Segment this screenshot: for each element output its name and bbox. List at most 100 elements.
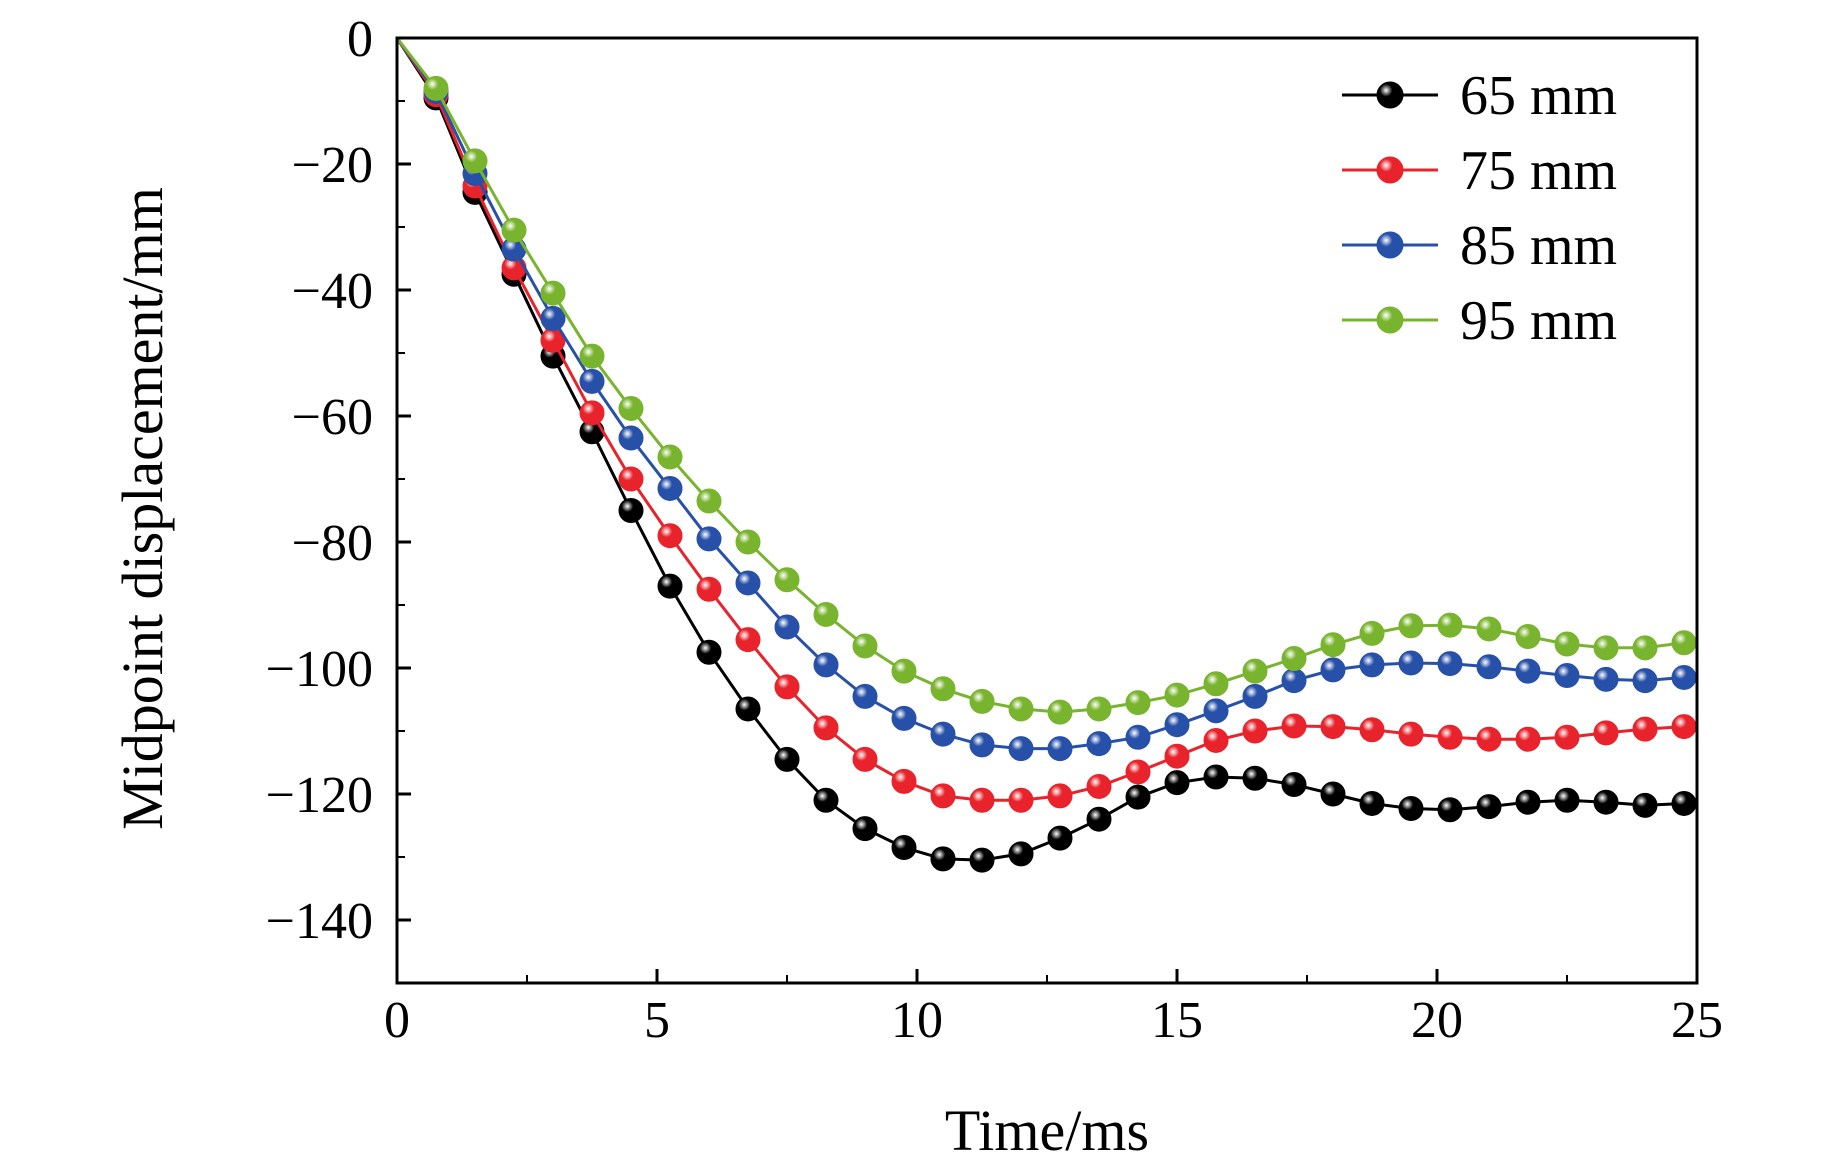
data-point: [1359, 717, 1385, 743]
data-point: [774, 567, 800, 593]
data-point: [852, 816, 878, 842]
series-95-mm: [395, 37, 1697, 725]
data-point: [1125, 759, 1151, 785]
x-tick-label: 15: [1151, 992, 1203, 1049]
y-tick-label: −140: [266, 893, 373, 950]
data-point: [1047, 699, 1073, 725]
data-point: [696, 639, 722, 665]
data-point: [1008, 696, 1034, 722]
data-point: [891, 705, 917, 731]
y-tick-label: −120: [266, 767, 373, 824]
data-point: [1047, 736, 1073, 762]
data-point: [1008, 736, 1034, 762]
y-tick-label: −80: [292, 515, 373, 572]
data-point: [891, 768, 917, 794]
series-75-mm: [395, 37, 1697, 813]
data-point: [969, 847, 995, 873]
data-point: [579, 368, 605, 394]
legend-marker: [1376, 306, 1404, 334]
y-tick-label: −100: [266, 641, 373, 698]
data-point: [1632, 716, 1658, 742]
data-point: [1398, 650, 1424, 676]
data-point: [1398, 721, 1424, 747]
data-point: [618, 425, 644, 451]
data-point: [1047, 783, 1073, 809]
x-tick-label: 10: [891, 992, 943, 1049]
data-point: [1476, 654, 1502, 680]
data-point: [969, 732, 995, 758]
y-axis-title: Midpoint displacement/mm: [110, 187, 175, 830]
data-point: [1632, 668, 1658, 694]
data-point: [1515, 789, 1541, 815]
legend: 65 mm 75 mm 85 mm 95 mm: [1342, 65, 1617, 352]
x-tick-label: 20: [1411, 992, 1463, 1049]
data-point: [1476, 726, 1502, 752]
legend-marker: [1376, 231, 1404, 259]
x-tick-label: 25: [1671, 992, 1723, 1049]
data-point: [1437, 724, 1463, 750]
data-point: [1515, 658, 1541, 684]
data-point: [1359, 620, 1385, 646]
data-point: [696, 526, 722, 552]
data-point: [1086, 773, 1112, 799]
data-point: [1476, 616, 1502, 642]
data-point: [1593, 720, 1619, 746]
data-point: [1008, 787, 1034, 813]
legend-label: 75 mm: [1460, 140, 1617, 202]
y-axis: 0 −20 −40 −60 −80 −100 −120 −140: [266, 11, 411, 950]
legend-marker: [1376, 81, 1404, 109]
data-point: [1593, 666, 1619, 692]
data-point: [1359, 790, 1385, 816]
data-point: [1242, 718, 1268, 744]
data-point: [1671, 790, 1697, 816]
series-line: [395, 37, 1685, 862]
legend-label: 85 mm: [1460, 215, 1617, 277]
data-point: [657, 523, 683, 549]
data-point: [1242, 658, 1268, 684]
data-point: [1320, 714, 1346, 740]
data-point: [1203, 671, 1229, 697]
legend-item: 85 mm: [1342, 215, 1617, 277]
data-point: [774, 746, 800, 772]
data-point: [1671, 664, 1697, 690]
data-point: [1047, 825, 1073, 851]
data-point: [1437, 797, 1463, 823]
data-point: [657, 444, 683, 470]
data-point: [579, 343, 605, 369]
data-point: [696, 488, 722, 514]
data-point: [1437, 651, 1463, 677]
data-point: [930, 783, 956, 809]
data-point: [579, 400, 605, 426]
data-point: [501, 217, 527, 243]
data-point: [1515, 624, 1541, 649]
legend-label: 95 mm: [1460, 290, 1617, 352]
data-point: [1476, 794, 1502, 820]
data-point: [813, 787, 839, 813]
legend-item: 65 mm: [1342, 65, 1617, 127]
data-point: [1554, 724, 1580, 750]
data-point: [1086, 806, 1112, 832]
data-point: [1398, 613, 1424, 639]
data-point: [1281, 713, 1307, 739]
data-point: [735, 570, 761, 596]
data-point: [774, 614, 800, 640]
data-point: [891, 658, 917, 684]
legend-item: 75 mm: [1342, 140, 1617, 202]
data-point: [1320, 657, 1346, 683]
data-point: [1203, 698, 1229, 724]
data-point: [618, 498, 644, 523]
data-point: [540, 280, 566, 306]
data-point: [1125, 690, 1151, 716]
data-point: [1164, 682, 1190, 708]
data-point: [1515, 726, 1541, 752]
data-point: [969, 688, 995, 714]
y-tick-label: −20: [292, 137, 373, 194]
data-point: [1320, 781, 1346, 807]
y-tick-label: −40: [292, 263, 373, 320]
x-axis-title: Time/ms: [945, 1098, 1149, 1163]
data-point: [891, 835, 917, 861]
data-point: [1398, 795, 1424, 821]
data-point: [1320, 632, 1346, 658]
data-point: [813, 601, 839, 627]
